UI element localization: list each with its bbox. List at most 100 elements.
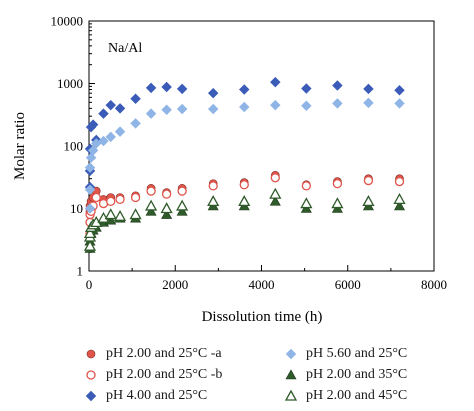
data-point xyxy=(115,194,125,205)
data-point xyxy=(331,197,344,209)
y-tick-label: 10 xyxy=(70,201,83,216)
data-point xyxy=(98,108,109,119)
data-point xyxy=(207,103,219,115)
y-tick-label: 100 xyxy=(64,139,84,154)
data-point xyxy=(145,205,157,216)
legend: pH 2.00 and 25°C -a pH 5.60 and 25°C pH 2.… xyxy=(80,345,470,405)
data-point xyxy=(208,181,218,191)
data-point xyxy=(84,162,96,173)
y-axis-title: Molar ratio xyxy=(12,112,28,180)
x-tick-label: 8000 xyxy=(421,277,447,292)
data-point xyxy=(270,99,281,111)
legend-label: pH 2.00 and 35°C xyxy=(306,367,408,382)
legend-marker-shape xyxy=(86,349,96,359)
data-point xyxy=(363,83,374,95)
data-point xyxy=(161,189,172,199)
legend-marker-shape xyxy=(85,390,97,402)
data-points xyxy=(83,76,406,253)
legend-marker xyxy=(280,346,302,362)
data-point xyxy=(83,239,97,251)
legend-label: pH 2.00 and 25°C -b xyxy=(106,367,223,382)
legend-label: pH 4.00 and 25°C xyxy=(106,388,208,403)
data-point xyxy=(130,93,141,104)
data-point xyxy=(106,196,116,207)
data-point xyxy=(301,181,312,191)
legend-marker xyxy=(80,367,102,383)
data-point xyxy=(176,83,188,95)
data-point xyxy=(362,195,375,207)
data-point xyxy=(145,108,157,119)
series-1 xyxy=(85,173,405,239)
data-point xyxy=(98,135,109,147)
legend-label: pH 5.60 and 25°C xyxy=(306,346,408,361)
legend-marker xyxy=(80,388,102,404)
data-point xyxy=(332,98,343,109)
data-point xyxy=(130,192,141,203)
legend-item: pH 2.00 and 35°C xyxy=(280,366,470,384)
data-point xyxy=(105,99,116,111)
series-5 xyxy=(83,187,406,251)
data-point xyxy=(393,200,406,211)
data-point xyxy=(301,100,312,112)
data-point xyxy=(269,187,282,199)
data-point xyxy=(104,208,117,220)
data-point xyxy=(161,104,172,115)
data-point xyxy=(84,184,96,195)
legend-marker xyxy=(80,346,102,362)
data-point xyxy=(129,208,142,220)
y-tick-label: 1 xyxy=(77,264,84,279)
data-point xyxy=(85,152,97,163)
data-point xyxy=(239,101,250,113)
x-axis: 0 2000 4000 6000 8000 xyxy=(86,265,447,292)
chart-annotation: Na/Al xyxy=(108,41,142,56)
x-tick-label: 0 xyxy=(86,277,93,292)
data-point xyxy=(146,186,156,196)
data-point xyxy=(84,203,96,214)
data-point xyxy=(238,195,251,207)
data-point xyxy=(144,199,158,211)
legend-marker xyxy=(280,367,302,383)
y-tick-label: 10000 xyxy=(51,14,84,29)
legend-marker xyxy=(280,388,302,404)
data-point xyxy=(83,227,97,239)
x-tick-label: 4000 xyxy=(249,277,275,292)
data-point xyxy=(161,208,173,219)
legend-item: pH 4.00 and 25°C xyxy=(80,387,280,405)
legend-marker-shape xyxy=(284,389,298,401)
series-2 xyxy=(84,76,405,193)
data-point xyxy=(87,145,99,156)
data-point xyxy=(239,84,250,95)
data-point xyxy=(332,178,343,189)
data-point xyxy=(176,199,189,211)
data-point xyxy=(161,81,172,93)
data-point xyxy=(394,176,405,187)
x-axis-title: Dissolution time (h) xyxy=(202,309,323,325)
data-point xyxy=(269,195,281,206)
data-point xyxy=(270,173,280,183)
legend-item: pH 5.60 and 25°C xyxy=(280,345,470,363)
data-point xyxy=(300,197,313,209)
legend-marker-shape xyxy=(285,348,297,360)
data-point xyxy=(114,126,126,137)
data-point xyxy=(113,209,127,221)
data-point xyxy=(177,186,187,196)
legend-label: pH 2.00 and 25°C -a xyxy=(106,346,222,361)
x-tick-label: 6000 xyxy=(335,277,361,292)
data-point xyxy=(301,83,312,94)
data-point xyxy=(239,180,249,190)
data-point xyxy=(114,103,126,114)
legend-marker-shape xyxy=(86,370,96,380)
data-point xyxy=(176,205,188,216)
data-point xyxy=(160,202,173,214)
data-point xyxy=(394,85,405,96)
series-3 xyxy=(84,97,405,214)
data-point xyxy=(394,98,405,109)
y-tick-label: 1000 xyxy=(57,76,83,91)
legend-item: pH 2.00 and 25°C -b xyxy=(80,366,280,384)
data-point xyxy=(393,193,406,205)
data-point xyxy=(145,82,157,94)
legend-marker-shape xyxy=(285,369,297,380)
data-point xyxy=(207,87,219,99)
plot-frame xyxy=(88,20,435,272)
